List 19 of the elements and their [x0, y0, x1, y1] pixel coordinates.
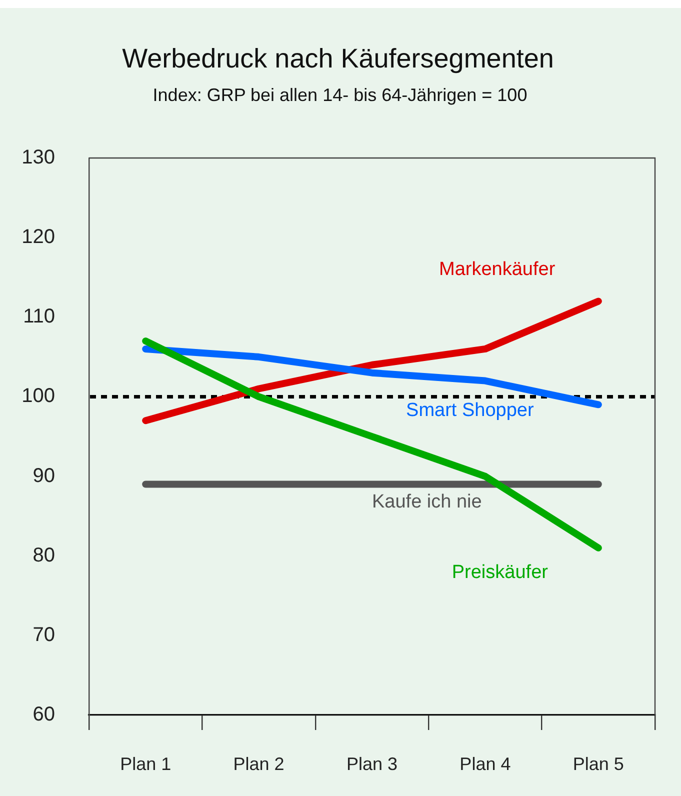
x-tick-label: Plan 4	[460, 754, 511, 774]
y-tick-label: 100	[22, 385, 55, 408]
chart-title: Werbedruck nach Käufersegmenten	[122, 43, 554, 74]
x-tick-label: Plan 5	[572, 754, 624, 774]
y-tick-label: 130	[22, 146, 55, 169]
y-tick-label: 60	[32, 704, 55, 726]
series-label: Kaufe ich nie	[372, 491, 482, 512]
chart-subtitle: Index: GRP bei allen 14- bis 64-Jährigen = 100	[152, 84, 528, 105]
y-tick-label: 80	[32, 544, 55, 566]
x-tick-label: Plan 1	[120, 754, 172, 774]
y-tick-label: 110	[23, 306, 55, 328]
x-tick-label: Plan 3	[346, 754, 398, 774]
y-tick-label: 70	[32, 624, 55, 646]
x-tick-label: Plan 2	[233, 754, 284, 774]
series-label: Markenkäufer	[439, 259, 556, 280]
text: Preiskäufer	[452, 562, 549, 584]
y-tick-label: 90	[32, 464, 55, 487]
series-label: Smart Shopper	[406, 400, 534, 422]
y-tick-label: 120	[22, 226, 55, 248]
